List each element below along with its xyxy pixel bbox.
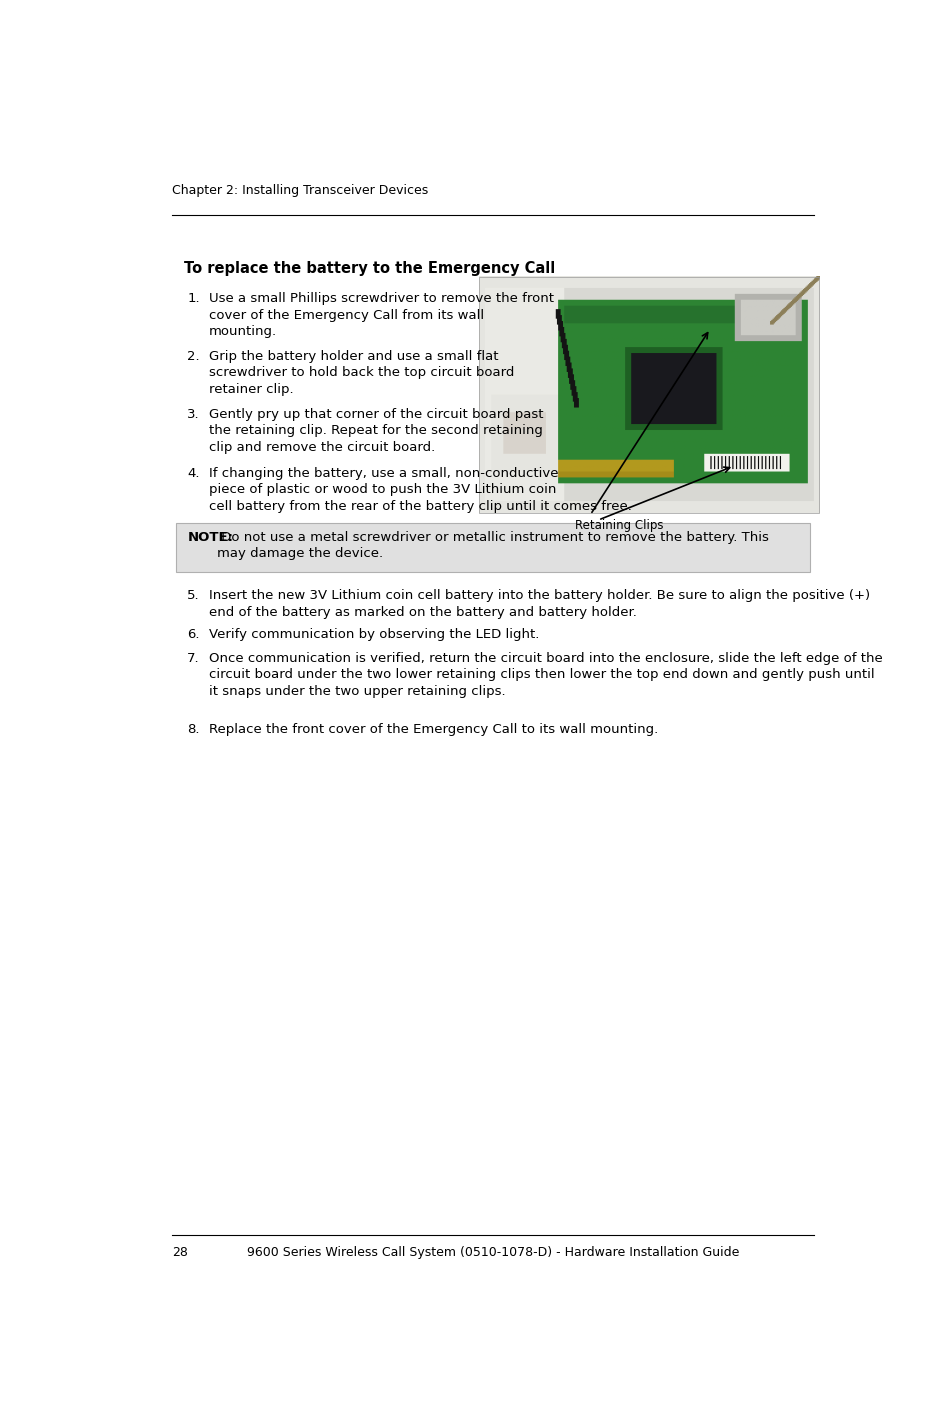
Text: 5.: 5. (187, 590, 200, 603)
Text: To replace the battery to the Emergency Call: To replace the battery to the Emergency … (183, 261, 555, 276)
Text: 3.: 3. (187, 408, 200, 421)
Text: NOTE:: NOTE: (188, 531, 233, 544)
Text: Grip the battery holder and use a small flat
screwdriver to hold back the top ci: Grip the battery holder and use a small … (209, 350, 515, 396)
Text: 8.: 8. (187, 723, 199, 736)
Bar (479, 277, 820, 513)
Text: Do not use a metal screwdriver or metallic instrument to remove the battery. Thi: Do not use a metal screwdriver or metall… (217, 531, 769, 560)
Text: Insert the new 3V Lithium coin cell battery into the battery holder. Be sure to : Insert the new 3V Lithium coin cell batt… (209, 590, 870, 620)
Text: Once communication is verified, return the circuit board into the enclosure, sli: Once communication is verified, return t… (209, 652, 883, 698)
Text: Replace the front cover of the Emergency Call to its wall mounting.: Replace the front cover of the Emergency… (209, 723, 659, 736)
Text: 4.: 4. (187, 468, 199, 480)
Text: 1.: 1. (187, 293, 200, 306)
Text: 28: 28 (172, 1246, 188, 1259)
Text: If changing the battery, use a small, non-conductive
piece of plastic or wood to: If changing the battery, use a small, no… (209, 468, 632, 513)
Text: 6.: 6. (187, 628, 199, 641)
Text: Chapter 2: Installing Transceiver Devices: Chapter 2: Installing Transceiver Device… (172, 185, 428, 198)
Text: Retaining Clips: Retaining Clips (575, 519, 663, 531)
Bar (176, 523, 810, 573)
Text: 7.: 7. (187, 652, 200, 665)
Text: Gently pry up that corner of the circuit board past
the retaining clip. Repeat f: Gently pry up that corner of the circuit… (209, 408, 544, 453)
Text: Use a small Phillips screwdriver to remove the front
cover of the Emergency Call: Use a small Phillips screwdriver to remo… (209, 293, 554, 338)
Text: Verify communication by observing the LED light.: Verify communication by observing the LE… (209, 628, 539, 641)
Text: 2.: 2. (187, 350, 200, 362)
Text: 9600 Series Wireless Call System (0510-1078-D) - Hardware Installation Guide: 9600 Series Wireless Call System (0510-1… (247, 1246, 740, 1259)
